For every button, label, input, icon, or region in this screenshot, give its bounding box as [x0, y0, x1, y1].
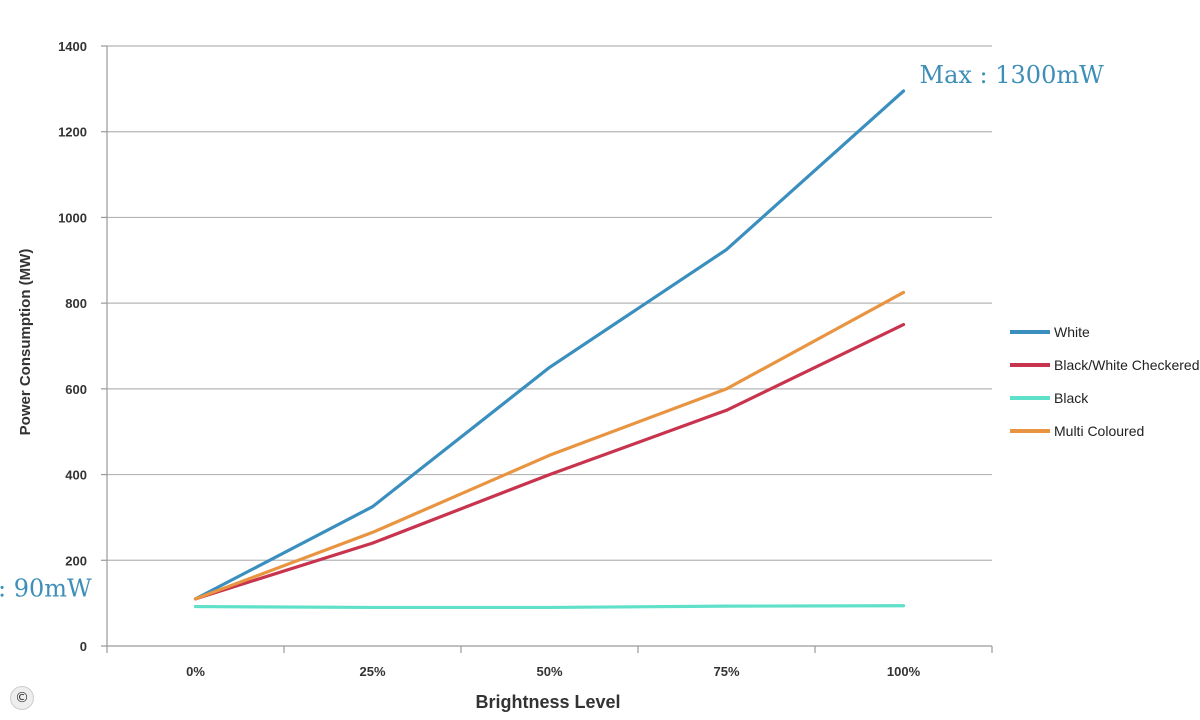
y-tick-label: 200 — [65, 553, 87, 568]
y-tick-label: 1000 — [58, 210, 87, 225]
x-tick-label: 100% — [887, 664, 921, 679]
series-line — [193, 604, 906, 610]
x-tick-label: 0% — [186, 664, 205, 679]
y-tick-labels: 0 200 400 600 800 1000 1200 1400 — [58, 39, 87, 654]
x-tick-label: 25% — [359, 664, 385, 679]
series-line — [193, 290, 906, 601]
gridlines — [107, 45, 992, 561]
legend-label: Multi Coloured — [1054, 423, 1144, 439]
annotations: Max : 1300mW : 90mW — [0, 61, 1104, 603]
y-axis-title: Power Consumption (MW) — [17, 249, 34, 436]
x-tick-label: 50% — [536, 664, 562, 679]
legend-label: Black/White Checkered — [1054, 357, 1200, 373]
legend-label: White — [1054, 324, 1090, 340]
x-tick-label: 75% — [713, 664, 739, 679]
axes — [101, 45, 993, 653]
y-tick-label: 1200 — [58, 125, 87, 140]
legend-label: Black — [1054, 390, 1089, 406]
y-tick-label: 0 — [80, 639, 87, 654]
min-annotation: : 90mW — [0, 575, 92, 603]
copyright-icon: © — [10, 686, 34, 710]
y-tick-label: 600 — [65, 382, 87, 397]
series-lines — [193, 89, 906, 610]
y-tick-label: 400 — [65, 468, 87, 483]
series-line — [193, 322, 906, 601]
y-tick-label: 1400 — [58, 39, 87, 54]
y-tick-label: 800 — [65, 296, 87, 311]
max-annotation: Max : 1300mW — [920, 61, 1105, 89]
series-line — [193, 89, 906, 601]
x-tick-labels: 0% 25% 50% 75% 100% — [186, 664, 920, 679]
legend: White Black/White Checkered Black Multi Col… — [1010, 324, 1200, 439]
x-axis-title: Brightness Level — [475, 692, 620, 712]
